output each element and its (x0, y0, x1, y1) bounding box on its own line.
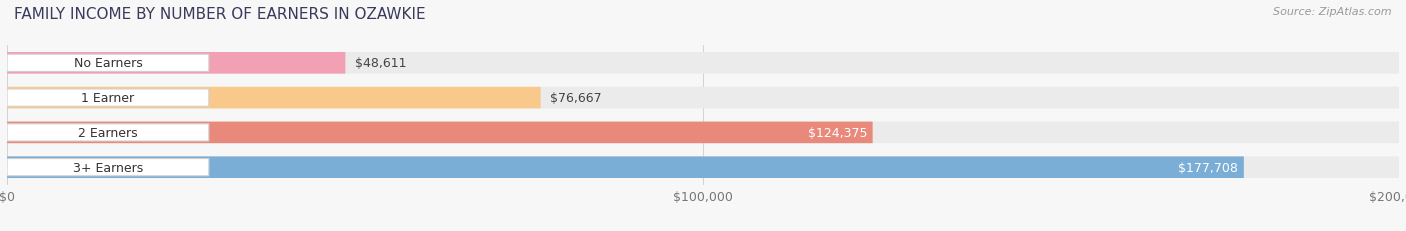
Text: $124,375: $124,375 (807, 126, 868, 139)
FancyBboxPatch shape (7, 157, 1399, 178)
Text: 1 Earner: 1 Earner (82, 92, 135, 105)
Text: No Earners: No Earners (73, 57, 142, 70)
FancyBboxPatch shape (7, 124, 209, 141)
FancyBboxPatch shape (7, 55, 209, 72)
FancyBboxPatch shape (7, 122, 1399, 143)
FancyBboxPatch shape (7, 122, 873, 143)
FancyBboxPatch shape (7, 53, 346, 74)
Text: $76,667: $76,667 (550, 92, 602, 105)
Text: FAMILY INCOME BY NUMBER OF EARNERS IN OZAWKIE: FAMILY INCOME BY NUMBER OF EARNERS IN OZ… (14, 7, 426, 22)
Text: $177,708: $177,708 (1178, 161, 1239, 174)
FancyBboxPatch shape (7, 87, 1399, 109)
FancyBboxPatch shape (7, 87, 541, 109)
FancyBboxPatch shape (7, 90, 209, 107)
FancyBboxPatch shape (7, 157, 1244, 178)
Text: $48,611: $48,611 (356, 57, 406, 70)
FancyBboxPatch shape (7, 159, 209, 176)
Text: 2 Earners: 2 Earners (79, 126, 138, 139)
Text: Source: ZipAtlas.com: Source: ZipAtlas.com (1274, 7, 1392, 17)
FancyBboxPatch shape (7, 53, 1399, 74)
Text: 3+ Earners: 3+ Earners (73, 161, 143, 174)
